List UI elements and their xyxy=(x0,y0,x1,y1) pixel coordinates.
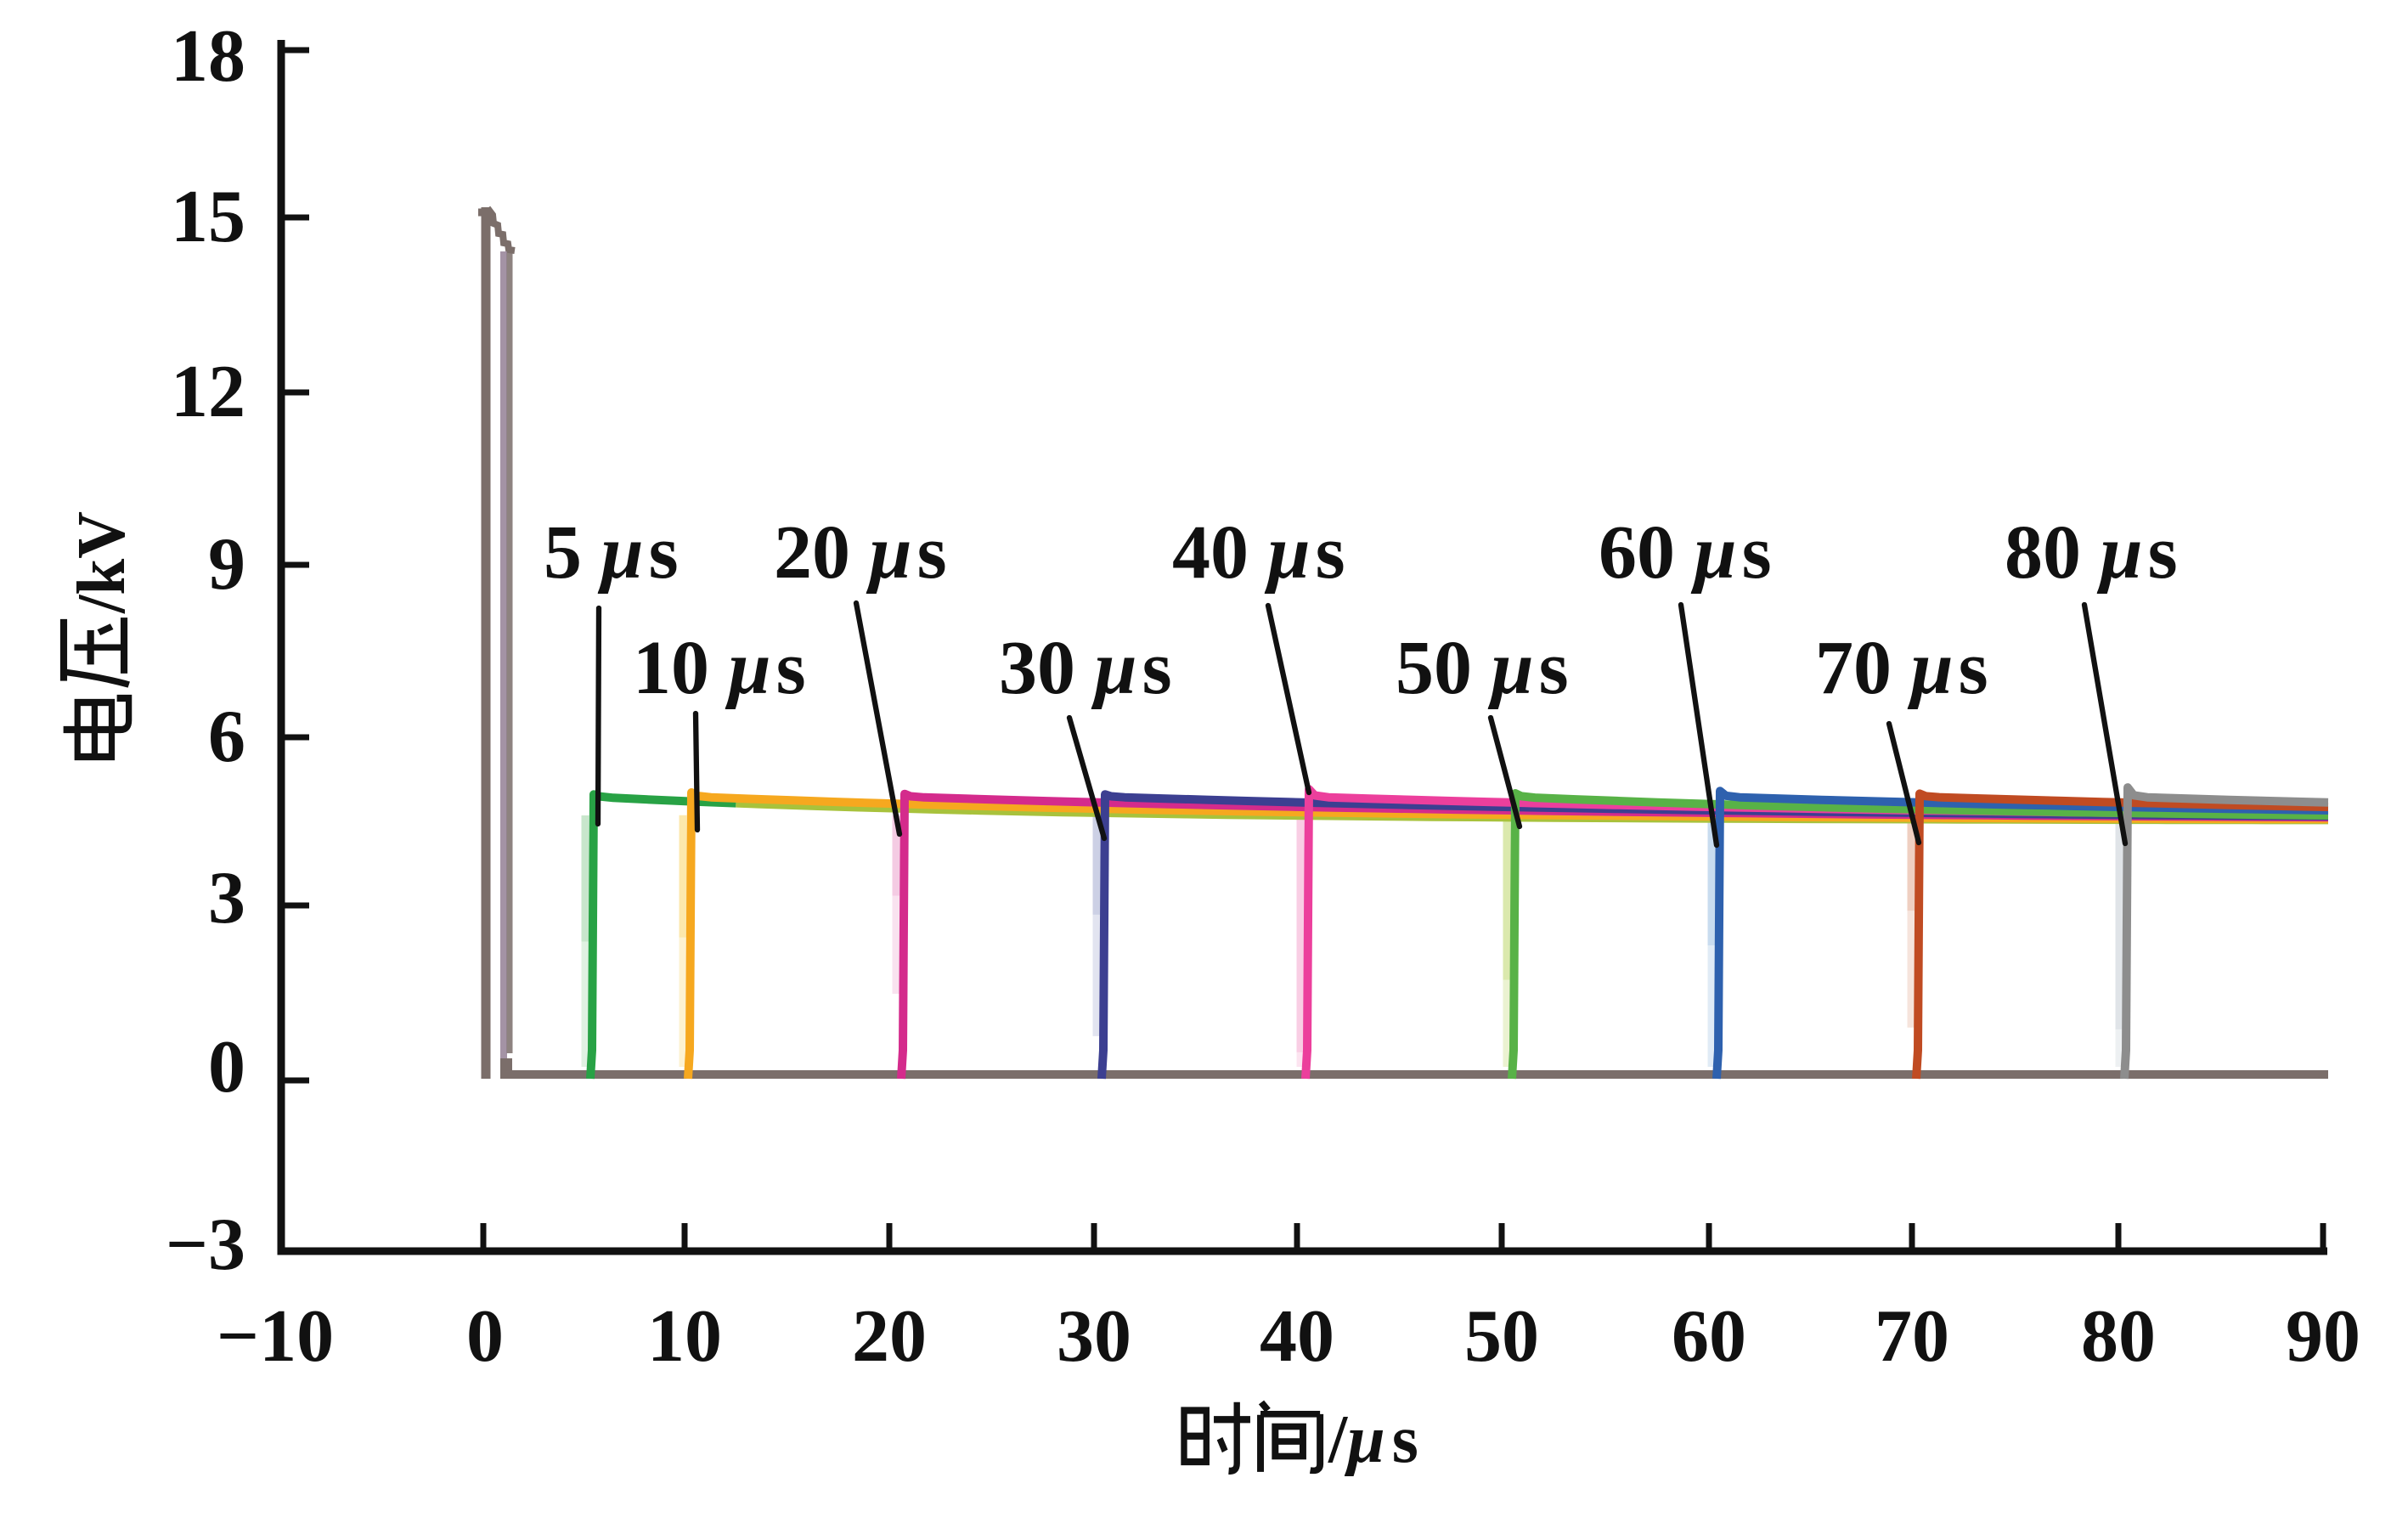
svg-text:40: 40 xyxy=(1260,1295,1334,1378)
svg-text:90: 90 xyxy=(2286,1295,2360,1378)
svg-text:50 μs: 50 μs xyxy=(1396,626,1569,710)
svg-text:5 μs: 5 μs xyxy=(544,510,679,595)
svg-text:40 μs: 40 μs xyxy=(1172,510,1345,595)
svg-text:15: 15 xyxy=(171,176,245,258)
svg-text:18: 18 xyxy=(171,15,245,98)
svg-text:60: 60 xyxy=(1672,1295,1746,1378)
svg-text:20 μs: 20 μs xyxy=(774,510,947,595)
svg-text:6: 6 xyxy=(208,696,245,778)
svg-text:−3: −3 xyxy=(166,1204,245,1286)
svg-text:3: 3 xyxy=(208,857,245,939)
svg-text:70 μs: 70 μs xyxy=(1815,626,1988,710)
svg-text:0: 0 xyxy=(466,1295,504,1378)
svg-text:/kV: /kV xyxy=(65,511,139,614)
svg-text:80 μs: 80 μs xyxy=(2005,510,2178,595)
svg-text:70: 70 xyxy=(1875,1295,1949,1378)
svg-text:80: 80 xyxy=(2081,1295,2156,1378)
svg-text:/μs: /μ s xyxy=(1328,1402,1418,1477)
svg-text:30 μs: 30 μs xyxy=(999,626,1172,710)
svg-text:20: 20 xyxy=(852,1295,927,1378)
svg-text:10 μs: 10 μs xyxy=(633,626,806,710)
svg-text:60 μs: 60 μs xyxy=(1599,510,1772,595)
svg-text:12: 12 xyxy=(171,351,245,433)
svg-text:30: 30 xyxy=(1057,1295,1131,1378)
svg-text:50: 50 xyxy=(1464,1295,1539,1378)
svg-text:−10: −10 xyxy=(217,1295,334,1378)
svg-text:10: 10 xyxy=(647,1295,722,1378)
svg-text:0: 0 xyxy=(208,1026,245,1108)
svg-text:9: 9 xyxy=(208,523,245,606)
